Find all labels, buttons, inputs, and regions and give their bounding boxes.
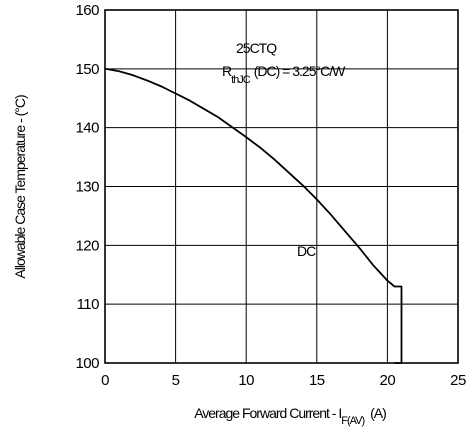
y-tick-label: 120 <box>75 237 99 254</box>
y-tick-label: 150 <box>75 61 99 78</box>
y-tick-label: 130 <box>75 179 99 196</box>
part-number-label: 25CTQ <box>236 40 277 56</box>
x-axis-title-unit: (A) <box>370 405 386 421</box>
x-tick-label: 5 <box>172 372 180 389</box>
y-tick-label: 140 <box>75 120 99 137</box>
series-lines <box>104 67 403 364</box>
y-tick-label: 160 <box>75 2 99 19</box>
x-tick-label: 20 <box>380 372 396 389</box>
x-tick-label: 15 <box>309 372 325 389</box>
plot-frame <box>104 9 459 364</box>
rth-value: (DC) = 3.25°C/W <box>254 63 346 79</box>
x-axis-title-main: Average Forward Current - I <box>194 405 341 421</box>
rth-subscript: thJC <box>231 74 251 86</box>
y-tick-label: 110 <box>77 296 100 313</box>
rth-prefix: R <box>222 63 232 79</box>
x-axis-title: Average Forward Current - IF(AV) (A) <box>194 405 386 427</box>
y-axis-title: Allowable Case Temperature - (°C) <box>12 95 28 279</box>
x-tick-label: 0 <box>101 372 109 389</box>
tick-labels: 0 5 10 15 20 25 100 110 120 130 140 150 160 <box>75 2 466 389</box>
series-line-dc <box>104 67 403 364</box>
chart-grid <box>105 10 458 363</box>
x-tick-label: 10 <box>238 372 254 389</box>
y-tick-label: 100 <box>75 355 99 372</box>
curve-label-dc: DC <box>297 243 316 259</box>
x-axis-title-sub: F(AV) <box>341 415 364 427</box>
x-tick-label: 25 <box>450 372 466 389</box>
thermal-resistance-label: RthJC(DC) = 3.25°C/W <box>222 63 346 86</box>
